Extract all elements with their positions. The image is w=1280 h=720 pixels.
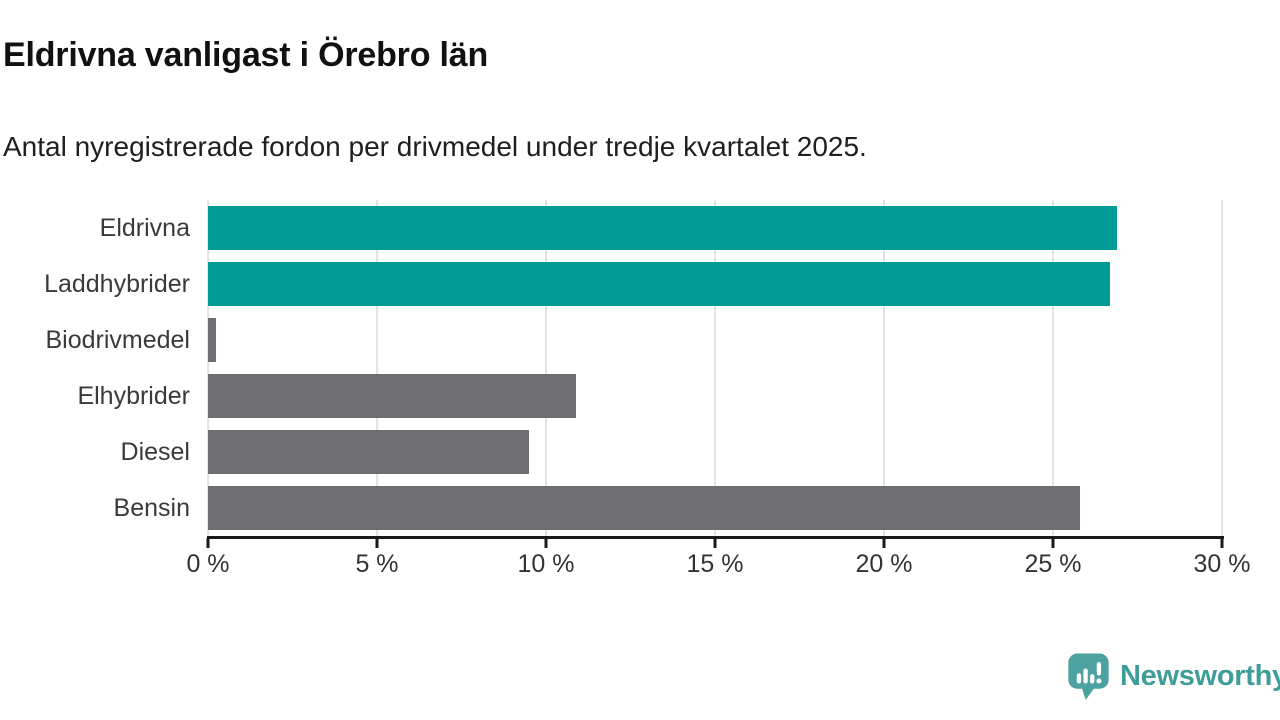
bar-row	[208, 312, 1222, 368]
gridline	[207, 200, 209, 536]
bar	[208, 262, 1111, 306]
category-label: Bensin	[113, 493, 190, 522]
bar	[208, 486, 1081, 530]
bar	[208, 318, 217, 362]
newsworthy-brand-link[interactable]: Newsworthy	[1066, 651, 1280, 702]
x-axis-line	[207, 536, 1224, 539]
bar	[208, 430, 530, 474]
axis-tick-label: 10 %	[517, 550, 575, 578]
axis-tick	[544, 538, 548, 548]
bar	[208, 374, 577, 418]
gridline	[714, 200, 716, 536]
bar-row	[208, 368, 1222, 424]
gridline	[1052, 200, 1054, 536]
axis-tick-label: 30 %	[1193, 550, 1251, 578]
axis-tick-label: 5 %	[355, 550, 399, 578]
axis-tick	[882, 538, 886, 548]
chart-title: Eldrivna vanligast i Örebro län	[3, 36, 489, 74]
newsworthy-brand-label: Newsworthy	[1120, 660, 1280, 692]
gridline	[1221, 200, 1223, 536]
bar-chart: Eldrivna Laddhybrider Biodrivmedel Elhybrid…	[0, 200, 1250, 600]
category-label: Biodrivmedel	[45, 325, 190, 354]
x-axis	[206, 536, 1224, 550]
gridline	[883, 200, 885, 536]
axis-tick	[713, 538, 717, 548]
category-labels: Eldrivna Laddhybrider Biodrivmedel Elhybrid…	[0, 200, 190, 536]
category-label: Diesel	[120, 437, 190, 466]
category-label: Laddhybrider	[44, 269, 190, 298]
newsworthy-logo-icon	[1066, 651, 1111, 702]
bar-row	[208, 480, 1222, 536]
axis-tick-label: 15 %	[686, 550, 744, 578]
axis-tick-label: 25 %	[1024, 550, 1082, 578]
axis-tick-labels: 0 % 5 % 10 % 15 % 20 % 25 % 30 %	[186, 550, 1250, 580]
axis-tick	[375, 538, 379, 548]
gridline	[545, 200, 547, 536]
axis-tick	[206, 538, 210, 548]
bar-row	[208, 424, 1222, 480]
plot-area	[207, 200, 1223, 536]
bar	[208, 206, 1118, 250]
axis-tick-label: 0 %	[186, 550, 230, 578]
axis-tick	[1051, 538, 1055, 548]
category-label: Eldrivna	[99, 213, 190, 242]
chart-subtitle: Antal nyregistrerade fordon per drivmede…	[3, 131, 867, 162]
gridline	[376, 200, 378, 536]
axis-tick-label: 20 %	[855, 550, 913, 578]
bar-row	[208, 256, 1222, 312]
axis-tick	[1220, 538, 1224, 548]
category-label: Elhybrider	[77, 381, 190, 410]
bar-row	[208, 200, 1222, 256]
